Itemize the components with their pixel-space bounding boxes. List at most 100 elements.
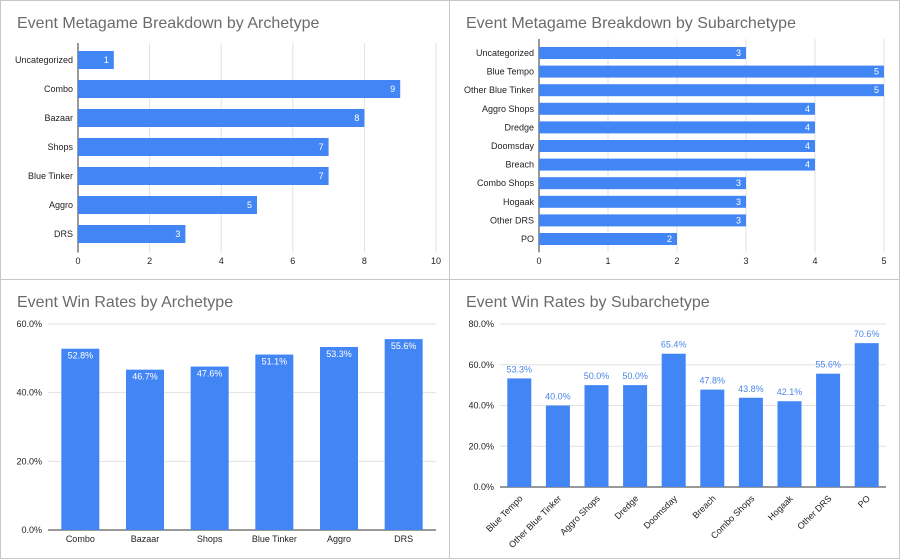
category-label: Breach (505, 160, 534, 170)
category-label: Combo (66, 534, 95, 544)
category-label: Dredge (504, 122, 534, 132)
data-label: 5 (874, 67, 879, 77)
category-label: Bazaar (131, 534, 160, 544)
category-label: Hogaak (503, 197, 535, 207)
x-tick-label: 4 (219, 256, 224, 266)
y-tick-label: 60.0% (468, 360, 494, 370)
bar (854, 343, 879, 487)
bar (539, 47, 746, 59)
bar (539, 140, 815, 152)
bar (190, 366, 229, 530)
bar (78, 138, 329, 156)
bar (816, 373, 841, 487)
data-label: 3 (736, 215, 741, 225)
data-label: 70.6% (854, 329, 880, 339)
bar (126, 369, 164, 530)
bar (777, 401, 802, 487)
bar (539, 65, 884, 78)
bar (255, 354, 294, 530)
bar (539, 102, 815, 115)
y-tick-label: 40.0% (468, 401, 494, 411)
category-label: Doomsday (491, 141, 535, 151)
x-tick-label: 6 (290, 256, 295, 266)
data-label: 55.6% (391, 341, 417, 351)
category-label: Aggro (49, 200, 73, 210)
category-label: Uncategorized (476, 48, 534, 58)
data-label: 4 (805, 104, 810, 114)
category-label: Other Blue Tinker (464, 85, 534, 95)
data-label: 47.8% (700, 376, 726, 386)
data-label: 55.6% (815, 360, 841, 370)
data-label: 9 (390, 84, 395, 94)
data-label: 53.3% (326, 349, 352, 359)
chart-title: Event Win Rates by Archetype (17, 294, 233, 311)
chart-subarchetype-winrates: Event Win Rates by Subarchetype 0.0% 20.0%… (466, 294, 886, 550)
data-label: 3 (175, 229, 180, 239)
data-label: 50.0% (584, 371, 610, 381)
data-label: 51.1% (262, 357, 288, 367)
data-label: 3 (736, 197, 741, 207)
y-tick-label: 0.0% (21, 525, 42, 535)
data-label: 42.1% (777, 387, 803, 397)
category-label: Aggro Shops (482, 104, 535, 114)
category-label: PO (856, 493, 872, 509)
data-label: 4 (805, 141, 810, 151)
bar (700, 389, 725, 487)
x-tick-label: 3 (743, 256, 748, 266)
category-label: Aggro Shops (558, 493, 602, 537)
chart-title: Event Win Rates by Subarchetype (466, 294, 710, 311)
bar (78, 80, 401, 98)
category-label: Other DRS (490, 215, 534, 225)
category-label: Shops (197, 534, 223, 544)
x-tick-label: 0 (536, 256, 541, 266)
data-label: 2 (667, 234, 672, 244)
chart-subarchetype-breakdown: Event Metagame Breakdown by Subarchetype… (464, 15, 887, 266)
category-label: Other DRS (795, 493, 833, 531)
bar (738, 397, 763, 487)
x-tick-label: 0 (75, 256, 80, 266)
bar (539, 233, 677, 245)
bar (539, 121, 815, 134)
chart-panel-subarchetype-breakdown: Event Metagame Breakdown by Subarchetype… (449, 0, 900, 280)
y-tick-label: 60.0% (16, 319, 42, 329)
y-tick-label: 0.0% (473, 482, 494, 492)
bar (78, 109, 365, 127)
data-label: 5 (874, 85, 879, 95)
data-label: 7 (319, 142, 324, 152)
data-label: 50.0% (622, 371, 648, 381)
data-label: 3 (736, 178, 741, 188)
category-label: DRS (394, 534, 413, 544)
y-tick-label: 40.0% (16, 388, 42, 398)
chart-panel-subarchetype-winrates: Event Win Rates by Subarchetype 0.0% 20.0%… (449, 279, 900, 559)
category-label: Combo (44, 84, 73, 94)
data-label: 46.7% (132, 372, 158, 382)
data-label: 53.3% (507, 364, 533, 374)
chart-title: Event Metagame Breakdown by Subarchetype (466, 15, 796, 32)
bar (78, 167, 329, 185)
category-label: Combo Shops (477, 178, 535, 188)
bar (545, 405, 570, 487)
y-tick-label: 80.0% (468, 319, 494, 329)
bar (539, 158, 815, 171)
category-label: Blue Tinker (28, 171, 73, 181)
x-tick-label: 1 (605, 256, 610, 266)
chart-title: Event Metagame Breakdown by Archetype (17, 15, 319, 32)
bar (384, 339, 423, 530)
x-tick-label: 2 (674, 256, 679, 266)
y-tick-label: 20.0% (468, 441, 494, 451)
category-label: Uncategorized (15, 55, 73, 65)
bar (78, 225, 186, 243)
category-label: Hogaak (766, 493, 795, 522)
category-label: DRS (54, 229, 73, 239)
bar (584, 385, 609, 487)
category-label: Blue Tinker (252, 534, 297, 544)
category-label: Shops (47, 142, 73, 152)
chart-archetype-winrates: Event Win Rates by Archetype 0.0% 20.0% 40.… (16, 294, 436, 544)
bar (61, 348, 100, 530)
data-label: 7 (319, 171, 324, 181)
data-label: 5 (247, 200, 252, 210)
bar (507, 378, 532, 487)
x-tick-label: 8 (362, 256, 367, 266)
chart-panel-archetype-breakdown: Event Metagame Breakdown by Archetype 0 2 4… (0, 0, 450, 280)
x-tick-label: 5 (881, 256, 886, 266)
